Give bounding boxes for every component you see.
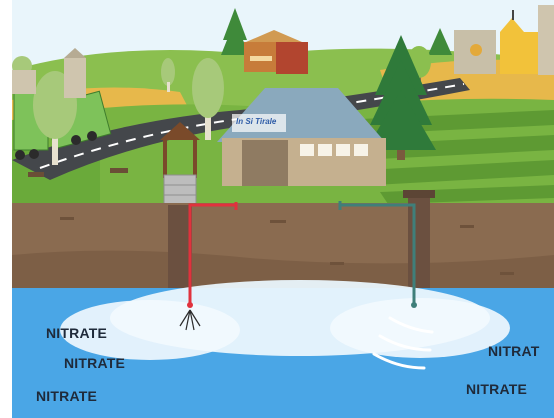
nitrate-label-right-1: NITRAT	[488, 343, 540, 359]
red-house	[244, 30, 308, 74]
barn	[217, 88, 386, 186]
left-building	[12, 48, 86, 98]
nitrate-label-left-3: NITRATE	[36, 388, 98, 404]
pine-tree	[366, 35, 436, 160]
red-pipe	[188, 202, 238, 305]
teal-pipe	[338, 201, 416, 305]
nitrate-label-right-2: NITRATE	[466, 381, 528, 397]
road	[12, 78, 470, 180]
nitrate-label-left-1: NITRATE	[46, 325, 108, 341]
left-trees	[12, 8, 249, 165]
nitrate-label-left-2: NITRATE	[64, 355, 126, 371]
right-town	[407, 5, 554, 87]
barn-logo-text: In Si Tirale	[236, 117, 277, 126]
